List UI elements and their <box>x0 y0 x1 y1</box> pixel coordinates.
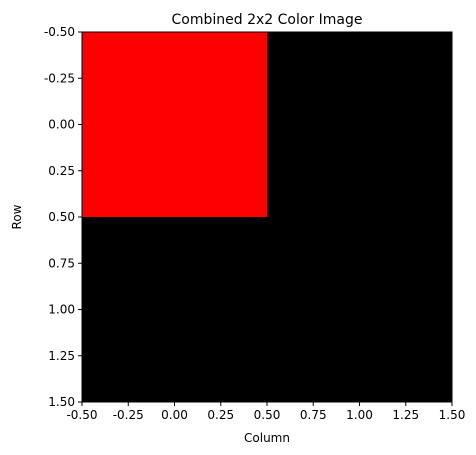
image-cell-r1-c1 <box>267 217 452 402</box>
image-cell-r1-c0 <box>82 217 267 402</box>
image-cell-r0-c1 <box>267 32 452 217</box>
x-tick-label: 0.75 <box>300 408 327 422</box>
x-tick-label: 1.25 <box>392 408 419 422</box>
y-tick-label: 0.75 <box>48 256 75 270</box>
image-cell-r0-c0 <box>82 32 267 217</box>
y-tick-label: -0.25 <box>44 71 75 85</box>
x-tick-label: 1.50 <box>439 408 466 422</box>
x-ticks: -0.50 -0.25 0.00 0.25 0.50 0.75 1.00 1.25 1.50 <box>66 402 465 422</box>
y-tick-label: 1.00 <box>48 303 75 317</box>
y-tick-label: 1.50 <box>48 395 75 409</box>
y-tick-label: 1.25 <box>48 349 75 363</box>
y-tick-label: -0.50 <box>44 25 75 39</box>
y-tick-label: 0.25 <box>48 164 75 178</box>
y-tick-label: 0.00 <box>48 118 75 132</box>
chart-title: Combined 2x2 Color Image <box>172 12 363 28</box>
x-tick-label: -0.50 <box>66 408 97 422</box>
x-tick-label: 0.25 <box>207 408 234 422</box>
y-axis-label: Row <box>10 204 24 229</box>
x-tick-label: 0.00 <box>161 408 188 422</box>
image-cells <box>82 32 452 402</box>
x-axis-label: Column <box>244 431 290 445</box>
x-tick-label: -0.25 <box>113 408 144 422</box>
y-ticks: -0.50 -0.25 0.00 0.25 0.50 0.75 1.00 1.25 1.50 <box>44 25 82 409</box>
y-tick-label: 0.50 <box>48 210 75 224</box>
x-tick-label: 1.00 <box>346 408 373 422</box>
x-tick-label: 0.50 <box>254 408 281 422</box>
